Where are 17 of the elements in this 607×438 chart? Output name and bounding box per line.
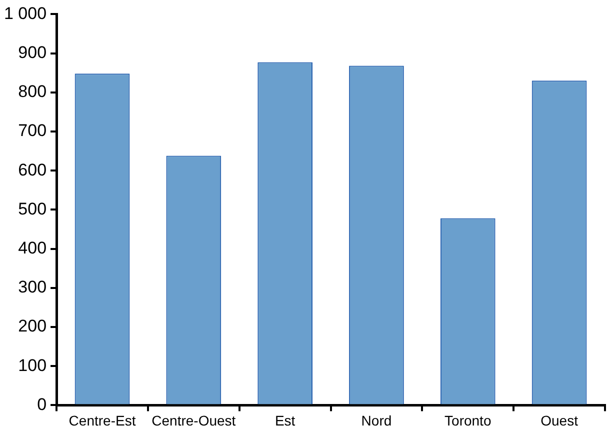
y-tick-label: 200 [18, 316, 47, 336]
y-tick-label: 0 [37, 394, 47, 414]
x-tick-label: Ouest [540, 412, 578, 428]
y-tick-label: 400 [18, 238, 47, 258]
y-tick-label: 600 [18, 160, 47, 180]
x-tick-label: Centre-Ouest [152, 412, 236, 428]
y-tick-label: 500 [18, 199, 47, 218]
y-tick-label: 300 [18, 278, 47, 297]
x-tick-label: Nord [361, 412, 392, 428]
x-tick-label: Est [274, 412, 296, 428]
y-tick-label: 1 000 [4, 4, 47, 23]
x-tick-label: Centre-Est [68, 412, 136, 428]
x-tick-label: Toronto [444, 412, 492, 428]
y-tick-label: 700 [18, 121, 47, 140]
y-tick-label: 100 [18, 356, 47, 375]
y-tick-label: 800 [18, 82, 47, 102]
y-tick-label: 900 [18, 42, 47, 62]
